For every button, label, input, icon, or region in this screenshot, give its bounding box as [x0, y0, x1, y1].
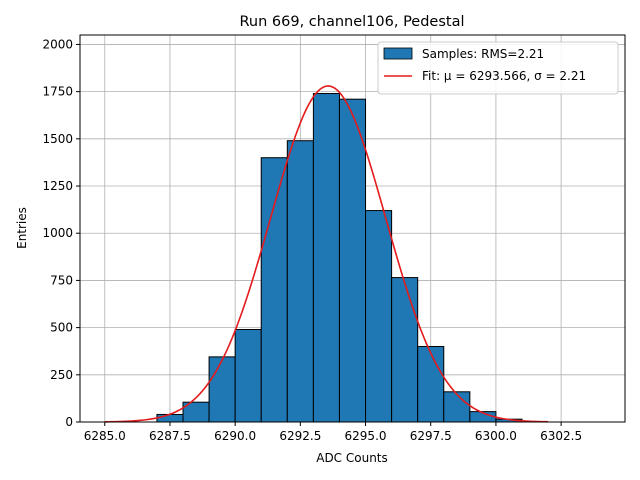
- histogram-bar-6: [312, 93, 340, 423]
- histogram-bar-3: [234, 328, 262, 423]
- histogram-bar-11: [443, 391, 471, 423]
- x-tick-label-4: 6295.0: [345, 429, 387, 443]
- x-tick-label-1: 6287.5: [149, 429, 191, 443]
- y-tick-label-3: 750: [50, 273, 73, 287]
- y-axis-ticks: 0 250 500 750 1000 1250 1500 1750 2000: [42, 37, 80, 429]
- legend-label-fit: Fit: μ = 6293.566, σ = 2.21: [422, 69, 586, 83]
- histogram-bar-8: [365, 210, 393, 423]
- y-tick-label-1: 250: [50, 368, 73, 382]
- histogram-bar-5: [286, 140, 314, 423]
- x-tick-label-2: 6290.0: [214, 429, 256, 443]
- y-tick-label-6: 1500: [42, 132, 73, 146]
- x-tick-label-3: 6292.5: [279, 429, 321, 443]
- y-tick-label-5: 1250: [42, 179, 73, 193]
- y-tick-label-7: 1750: [42, 85, 73, 99]
- x-axis-label: ADC Counts: [316, 451, 388, 465]
- histogram-bar-2: [208, 356, 236, 423]
- chart-title: Run 669, channel106, Pedestal: [239, 14, 464, 30]
- legend: Samples: RMS=2.21 Fit: μ = 6293.566, σ =…: [377, 41, 619, 95]
- histogram-bar-9: [391, 277, 419, 423]
- histogram-bar-4: [260, 157, 288, 423]
- x-tick-label-0: 6285.0: [84, 429, 126, 443]
- legend-swatch-histogram: [383, 47, 413, 60]
- fit-curve: [104, 85, 549, 423]
- y-tick-label-8: 2000: [42, 37, 73, 51]
- x-axis-ticks: 6285.0 6287.5 6290.0 6292.5 6295.0 6297.5 6300…: [84, 422, 582, 443]
- plot-frame: [79, 34, 626, 423]
- histogram-bar-7: [338, 98, 367, 423]
- legend-label-histogram: Samples: RMS=2.21: [422, 47, 544, 61]
- y-tick-label-4: 1000: [42, 226, 73, 240]
- y-tick-label-2: 500: [50, 321, 73, 335]
- histogram-bar-10: [417, 345, 445, 423]
- histogram-bar-0: [156, 413, 184, 423]
- y-tick-label-0: 0: [65, 415, 73, 429]
- y-axis-label: Entries: [15, 207, 29, 249]
- legend-box: [377, 41, 619, 95]
- histogram-bars: [156, 93, 523, 423]
- x-tick-label-5: 6297.5: [410, 429, 452, 443]
- x-tick-label-6: 6300.0: [475, 429, 517, 443]
- x-tick-label-7: 6302.5: [540, 429, 582, 443]
